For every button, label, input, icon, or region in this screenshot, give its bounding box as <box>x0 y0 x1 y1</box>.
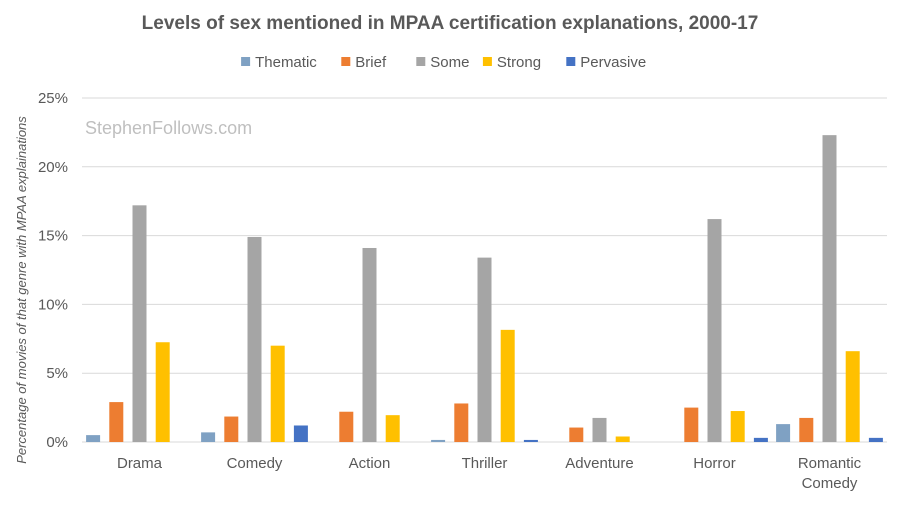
bar-some <box>592 417 607 442</box>
bar-strong <box>500 329 515 442</box>
legend-label: Strong <box>497 54 541 71</box>
bar-strong <box>845 351 860 442</box>
y-tick-label: 15% <box>38 228 68 245</box>
bar-strong <box>615 436 630 442</box>
bar-strong <box>155 342 170 442</box>
watermark-text: StephenFollows.com <box>85 118 252 138</box>
bar-strong <box>385 415 400 442</box>
bar-brief <box>339 411 354 442</box>
legend-swatch <box>241 57 251 66</box>
bar-some <box>132 205 147 442</box>
bar-thematic <box>431 439 446 442</box>
bar-pervasive <box>753 437 768 442</box>
bar-some <box>707 219 722 442</box>
legend-label: Pervasive <box>580 54 646 71</box>
x-tick-label: Horror <box>693 455 736 472</box>
y-tick-label: 0% <box>46 434 68 451</box>
x-tick-label: Adventure <box>565 455 633 472</box>
bar-some <box>822 135 837 443</box>
y-tick-label: 10% <box>38 296 68 313</box>
x-tick-label: Drama <box>117 455 163 472</box>
bar-strong <box>270 345 285 442</box>
legend-swatch <box>416 57 426 66</box>
legend-label: Brief <box>355 54 387 71</box>
bars <box>86 135 883 443</box>
bar-some <box>247 236 262 442</box>
x-tick-label: Action <box>349 455 391 472</box>
legend: Thematic Brief Some Strong Pervasive <box>241 54 646 71</box>
legend-swatch <box>566 57 576 66</box>
chart-title: Levels of sex mentioned in MPAA certific… <box>142 13 759 34</box>
bar-thematic <box>86 435 101 442</box>
y-tick-label: 20% <box>38 159 68 176</box>
bar-brief <box>799 417 814 442</box>
bar-thematic <box>776 424 791 442</box>
y-axis-label: Percentage of movies of that genre with … <box>14 116 29 464</box>
y-axis-ticks: 0% 5% 10% 15% 20% 25% <box>38 90 68 451</box>
bar-pervasive <box>868 437 883 442</box>
bar-brief <box>224 416 239 442</box>
bar-some <box>477 257 492 442</box>
x-tick-label: Comedy <box>802 475 858 492</box>
x-axis-categories: Drama Comedy Action Thriller Adventure Horror… <box>117 455 862 492</box>
bar-thematic <box>201 432 216 442</box>
x-tick-label: Thriller <box>462 455 508 472</box>
bar-pervasive <box>523 439 538 442</box>
legend-label: Thematic <box>255 54 317 71</box>
bar-strong <box>730 411 745 442</box>
legend-label: Some <box>430 54 469 71</box>
x-tick-label: Comedy <box>227 455 283 472</box>
y-tick-label: 5% <box>46 365 68 382</box>
bar-brief <box>684 407 699 442</box>
legend-swatch <box>341 57 351 66</box>
bar-brief <box>109 402 124 442</box>
legend-swatch <box>482 57 492 66</box>
y-tick-label: 25% <box>38 90 68 107</box>
bar-brief <box>569 427 584 442</box>
bar-pervasive <box>293 425 308 442</box>
bar-brief <box>454 403 469 442</box>
bar-some <box>362 247 377 442</box>
x-tick-label: Romantic <box>798 455 862 472</box>
